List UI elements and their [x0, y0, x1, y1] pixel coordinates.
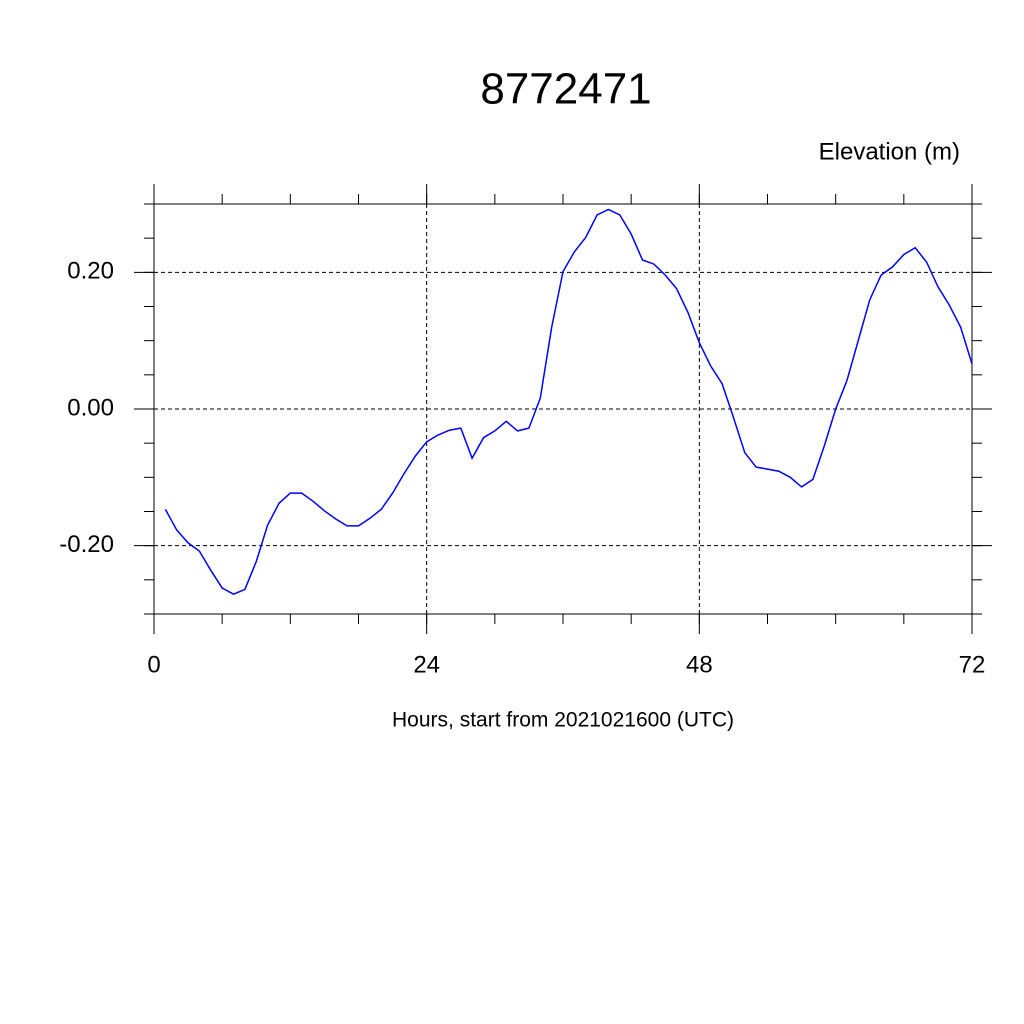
chart-title: 8772471 [480, 65, 651, 114]
data-line [164, 208, 973, 596]
y-axis-label: Elevation (m) [819, 138, 960, 165]
y-tick-label: -0.20 [59, 531, 114, 558]
x-tick-label: 0 [147, 651, 160, 678]
y-tick-label: 0.20 [67, 258, 114, 285]
x-tick-label: 72 [959, 651, 986, 678]
x-axis-label: Hours, start from 2021021600 (UTC) [392, 709, 734, 732]
y-tick-label: 0.00 [67, 394, 114, 421]
x-tick-label: 24 [413, 651, 440, 678]
x-tick-label: 48 [686, 651, 713, 678]
